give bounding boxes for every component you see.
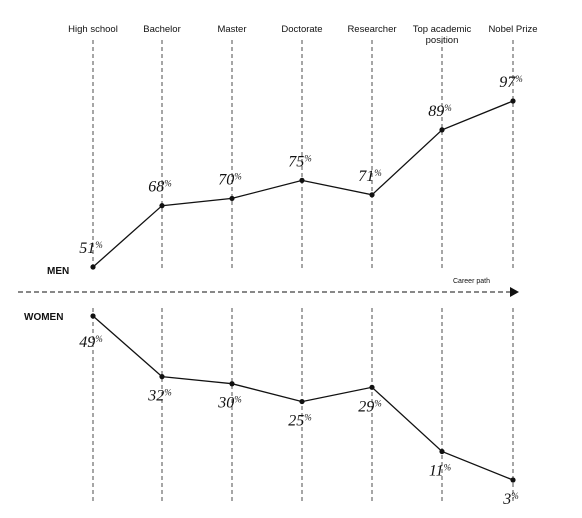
men-point-1	[159, 203, 165, 209]
men-point-5	[439, 127, 445, 133]
women-series: 49% 32% 30% 25% 29% 11% 3%	[79, 313, 519, 508]
category-label-1: Bachelor	[143, 24, 181, 35]
women-series-label: WOMEN	[24, 312, 63, 323]
women-value-label-5: 11%	[429, 462, 451, 479]
category-label-4: Researcher	[347, 24, 396, 35]
career-path-label: Career path	[453, 278, 490, 285]
category-label-0: High school	[68, 24, 118, 35]
men-series-label: MEN	[47, 266, 69, 277]
men-value-label-3: 75%	[288, 153, 312, 170]
women-point-6	[510, 477, 516, 483]
men-point-3	[299, 177, 305, 183]
women-value-label-6: 3%	[502, 491, 519, 508]
career-path-arrow-icon	[510, 287, 519, 297]
men-value-label-4: 71%	[358, 168, 382, 185]
women-point-2	[229, 381, 235, 387]
women-value-label-0: 49%	[79, 334, 103, 351]
women-point-3	[299, 398, 305, 405]
women-point-5	[439, 448, 445, 455]
women-value-label-1: 32%	[147, 388, 172, 405]
men-value-label-1: 68%	[148, 179, 172, 196]
men-series: 51% 68% 70% 75% 71% 89% 97%	[79, 74, 523, 270]
men-value-label-0: 51%	[79, 240, 103, 257]
men-value-label-6: 97%	[499, 74, 523, 91]
category-guides	[92, 40, 514, 502]
category-label-6: Nobel Prize	[488, 24, 537, 35]
category-labels: High school Bachelor Master Doctorate Resear…	[68, 24, 537, 46]
men-value-label-2: 70%	[218, 171, 242, 188]
men-point-2	[229, 195, 235, 202]
women-point-0	[90, 313, 96, 319]
men-point-0	[90, 264, 96, 270]
women-point-4	[369, 384, 375, 390]
men-value-label-5: 89%	[428, 103, 452, 120]
women-value-label-4: 29%	[358, 398, 382, 415]
women-value-label-3: 25%	[288, 413, 312, 430]
men-point-4	[369, 192, 375, 198]
category-label-2: Master	[217, 24, 246, 35]
women-value-label-2: 30%	[217, 395, 242, 412]
women-point-1	[159, 374, 165, 380]
category-label-3: Doctorate	[281, 24, 322, 35]
category-label-5: Top academic position	[413, 24, 472, 46]
career-path-axis: Career path	[18, 278, 519, 297]
men-point-6	[510, 98, 516, 104]
